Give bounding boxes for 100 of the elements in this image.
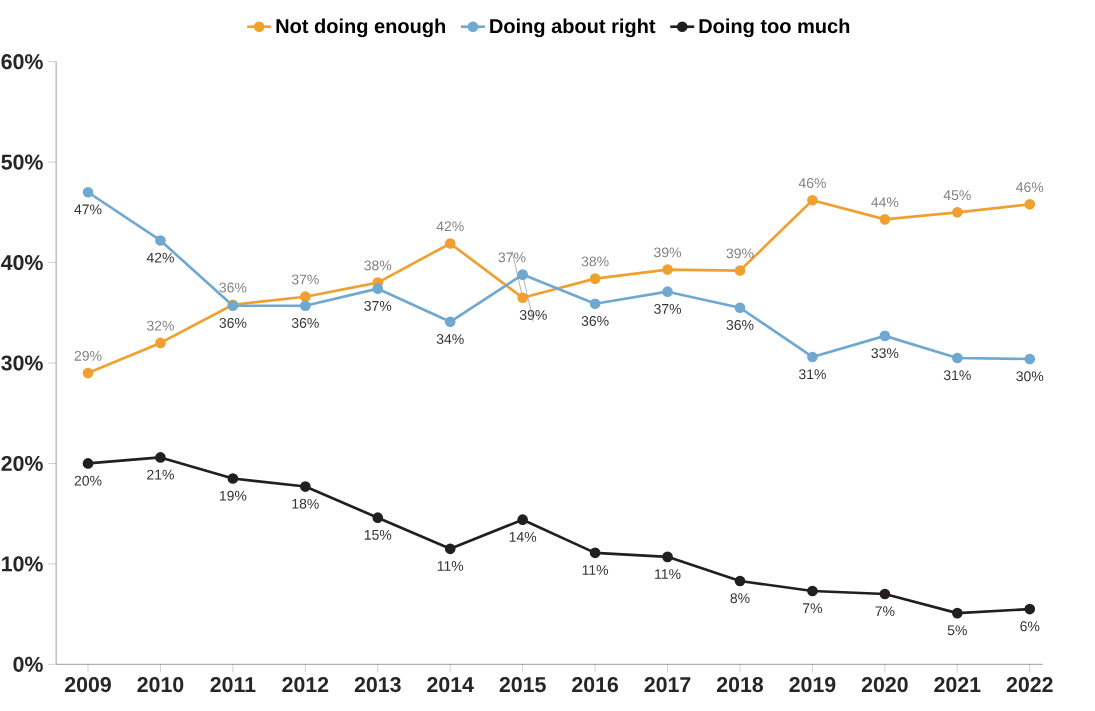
point: [444, 316, 456, 328]
data-label: 39%: [519, 309, 547, 320]
data-label: 47%: [74, 204, 102, 215]
data-label: 19%: [219, 490, 247, 501]
data-label: 46%: [798, 178, 826, 189]
data-label: 11%: [582, 565, 609, 575]
point: [82, 186, 94, 198]
point: [662, 264, 673, 275]
point: [589, 273, 601, 284]
x-tick-label: 2013: [354, 677, 401, 693]
point: [734, 575, 746, 587]
point: [155, 452, 166, 463]
data-label: 36%: [219, 282, 247, 293]
point: [879, 330, 891, 342]
y-tick-label: 30%: [1, 355, 43, 371]
data-label: 36%: [581, 316, 609, 326]
point: [589, 547, 601, 559]
data-label: 38%: [581, 256, 609, 267]
y-tick-label: 40%: [1, 255, 43, 271]
point: [517, 292, 528, 304]
point: [299, 300, 311, 312]
data-label: 36%: [219, 318, 247, 328]
data-label: 39%: [726, 248, 754, 259]
data-label: 38%: [364, 260, 392, 271]
data-label: 45%: [943, 190, 971, 201]
x-tick-label: 2022: [1006, 677, 1053, 693]
legend-label: Not doing enough: [276, 18, 446, 38]
point: [82, 458, 94, 469]
point: [951, 607, 963, 619]
x-tick-label: 2015: [499, 677, 546, 693]
x-tick-label: 2009: [65, 677, 111, 693]
x-tick-label: 2021: [934, 677, 981, 693]
point: [155, 337, 166, 349]
x-tick-label: 2019: [789, 677, 836, 693]
point: [517, 269, 528, 280]
data-label: 37%: [498, 252, 526, 263]
y-tick-label: 60%: [1, 54, 43, 70]
y-tick-label: 20%: [1, 455, 43, 471]
x-tick-label: 2018: [716, 677, 764, 693]
y-tick-label: 10%: [2, 556, 43, 572]
point: [372, 512, 384, 524]
data-label: 18%: [292, 498, 319, 509]
point: [589, 298, 601, 310]
point: [444, 238, 456, 249]
y-tick-label: 0%: [13, 656, 43, 672]
data-label: 29%: [74, 350, 102, 361]
data-label: 6%: [1020, 621, 1040, 632]
point: [951, 352, 963, 364]
point: [879, 214, 891, 225]
point: [227, 473, 239, 484]
data-label: 7%: [875, 606, 895, 617]
data-label: 30%: [1016, 371, 1044, 382]
point: [734, 265, 746, 276]
point: [82, 367, 94, 379]
point: [807, 585, 818, 597]
x-tick-label: 2010: [137, 677, 184, 693]
x-tick-label: 2020: [861, 677, 908, 693]
x-tick-label: 2016: [572, 677, 619, 693]
data-label: 33%: [871, 348, 899, 359]
point: [299, 481, 311, 492]
data-label: 36%: [726, 320, 754, 330]
data-label: 5%: [947, 625, 967, 636]
x-tick-label: 2012: [282, 677, 329, 693]
y-tick-label: 50%: [1, 154, 43, 170]
data-label: 20%: [74, 475, 102, 486]
point: [734, 302, 746, 314]
legend-label: Doing too much: [699, 18, 850, 38]
x-tick-label: 2017: [644, 677, 691, 693]
data-label: 11%: [437, 561, 464, 571]
point: [372, 283, 384, 295]
point: [951, 206, 963, 218]
point: [517, 514, 528, 526]
point: [1024, 603, 1036, 615]
data-label: 32%: [146, 320, 174, 331]
point: [1024, 198, 1036, 210]
data-label: 11%: [655, 569, 681, 579]
data-label: 46%: [1016, 182, 1044, 193]
data-label: 42%: [146, 252, 174, 263]
x-tick-label: 2011: [210, 677, 256, 693]
point: [155, 235, 166, 246]
data-label: 37%: [291, 274, 319, 285]
data-label: 31%: [943, 370, 971, 381]
point: [807, 351, 818, 363]
data-label: 34%: [436, 334, 464, 345]
point: [879, 588, 891, 600]
data-label: 14%: [509, 531, 537, 542]
data-label: 44%: [871, 197, 899, 208]
data-label: 37%: [364, 300, 392, 311]
point: [662, 286, 673, 298]
legend-label: Doing about right: [490, 18, 656, 38]
data-label: 7%: [803, 603, 823, 614]
data-label: 8%: [730, 593, 750, 604]
point: [444, 543, 456, 555]
data-label: 21%: [147, 469, 174, 480]
data-label: 42%: [436, 221, 464, 232]
data-label: 31%: [798, 369, 826, 380]
point: [1024, 353, 1036, 365]
data-label: 36%: [291, 318, 319, 328]
point: [807, 194, 818, 206]
data-label: 15%: [364, 529, 392, 540]
